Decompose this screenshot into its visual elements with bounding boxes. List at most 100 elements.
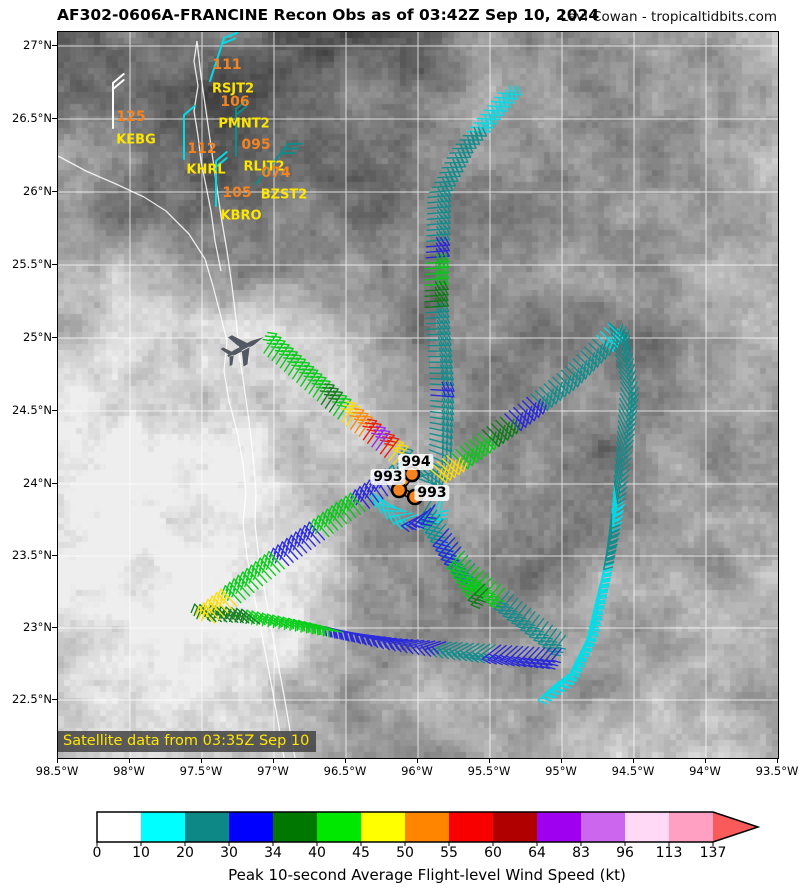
x-axis-tick-label: 94°W [689,764,721,778]
colorbar-segment [361,812,405,842]
y-axis-tick [52,410,57,411]
station-barbs [112,32,303,207]
plot-title: AF302-0606A-FRANCINE Recon Obs as of 03:… [57,6,600,24]
colorbar-tick-label: 10 [132,845,150,861]
colorbar-tick-label: 34 [264,845,282,861]
map-overlay-svg [58,32,778,758]
x-axis-tick [561,758,562,763]
x-axis-tick-label: 95.5°W [467,764,511,778]
x-axis-tick [129,758,130,763]
y-axis-tick [52,337,57,338]
barb-path-red [362,418,400,458]
y-axis-tick-label: 24.5°N [12,403,52,417]
barb-path-yellow [195,401,468,624]
y-axis-tick-label: 26.5°N [12,111,52,125]
station-barb-BZST2 [255,142,303,185]
x-axis-tick-label: 93.5°W [755,764,799,778]
colorbar-segment [581,812,625,842]
map-area: 125 KEBG 111 RSJT2 106 PMNT2 112 KHRL 095 RLIT2 07… [57,31,779,759]
y-axis-tick [52,483,57,484]
x-axis-tick-label: 97.5°W [179,764,223,778]
station-barb-RSJT2 [209,32,238,82]
colorbar: 0 10 20 30 34 40 45 50 55 60 64 83 96 113 137 [93,811,761,861]
center-marker [390,481,408,499]
colorbar-outline [96,811,761,843]
coastline-path [196,40,296,758]
x-axis-tick [57,758,58,763]
colorbar-segment [669,812,713,842]
colorbar-tick-label: 50 [396,845,414,861]
colorbar-tick-label: 96 [616,845,634,861]
x-axis-tick-label: 94.5°W [611,764,655,778]
x-axis-tick [345,758,346,763]
x-axis-tick [489,758,490,763]
colorbar-arrow [713,812,758,842]
y-axis-tick-label: 24°N [23,476,52,490]
colorbar-tick-label: 30 [220,845,238,861]
colorbar-tick-label: 64 [528,845,546,861]
colorbar-segment [141,812,185,842]
colorbar-segment [449,812,493,842]
x-axis-tick [201,758,202,763]
credit-text: Levi Cowan - tropicaltidbits.com [560,9,777,25]
y-axis-tick-label: 23.5°N [12,548,52,562]
colorbar-segment [185,812,229,842]
colorbar-segment [405,812,449,842]
satellite-status-banner: Satellite data from 03:35Z Sep 10 [58,731,317,752]
barb-path-dgreen [190,280,521,625]
y-axis-tick [52,699,57,700]
y-axis-tick [52,264,57,265]
center-marker [403,465,421,483]
coastline-path [58,155,285,758]
y-axis-tick [52,191,57,192]
gridlines [58,32,778,758]
barb-path-blue [269,236,562,670]
center-marker [406,488,424,506]
coastline [58,40,296,758]
colorbar-tick-label: 55 [440,845,458,861]
x-axis-tick [777,758,778,763]
x-axis-tick [705,758,706,763]
colorbar-segment [537,812,581,842]
colorbar-segment [229,812,273,842]
colorbar-tick-label: 45 [352,845,370,861]
y-axis-tick [52,45,57,46]
barb-path-purple [370,425,391,451]
y-axis-tick [52,627,57,628]
y-axis-tick-label: 23°N [23,620,52,634]
y-axis-tick-label: 25.5°N [12,257,52,271]
y-axis-tick-label: 27°N [23,38,52,52]
x-axis-tick [633,758,634,763]
colorbar-caption: Peak 10-second Average Flight-level Wind… [228,866,626,884]
coastline-path [193,40,222,272]
x-axis-tick-label: 96.5°W [323,764,367,778]
colorbar-tick-label: 83 [572,845,590,861]
colorbar-tick-label: 20 [176,845,194,861]
aircraft-icon [220,335,264,367]
y-axis-tick [52,555,57,556]
colorbar-tick-label: 40 [308,845,326,861]
station-barb-KBRO [215,151,228,207]
x-axis-tick [417,758,418,763]
station-barb-KHRL [183,105,196,160]
y-axis-tick-label: 26°N [23,184,52,198]
colorbar-segment [97,812,141,842]
flight-track-barbs [190,85,640,705]
x-axis-tick [273,758,274,763]
colorbar-segment [493,812,537,842]
colorbar-tick-label: 137 [700,845,727,861]
x-axis-tick-label: 95°W [545,764,577,778]
colorbar-tick-label: 60 [484,845,502,861]
y-axis-tick [52,118,57,119]
colorbar-tick-label: 0 [93,845,102,861]
y-axis-tick-label: 25°N [23,330,52,344]
x-axis-tick-label: 96°W [401,764,433,778]
colorbar-segment [625,812,669,842]
x-axis-tick-label: 98°W [113,764,145,778]
x-axis-tick-label: 98.5°W [35,764,79,778]
y-axis-tick-label: 22.5°N [12,692,52,706]
colorbar-segment [273,812,317,842]
x-axis-tick-label: 97°W [257,764,289,778]
colorbar-segment [317,812,361,842]
barb-path-green [221,253,506,638]
